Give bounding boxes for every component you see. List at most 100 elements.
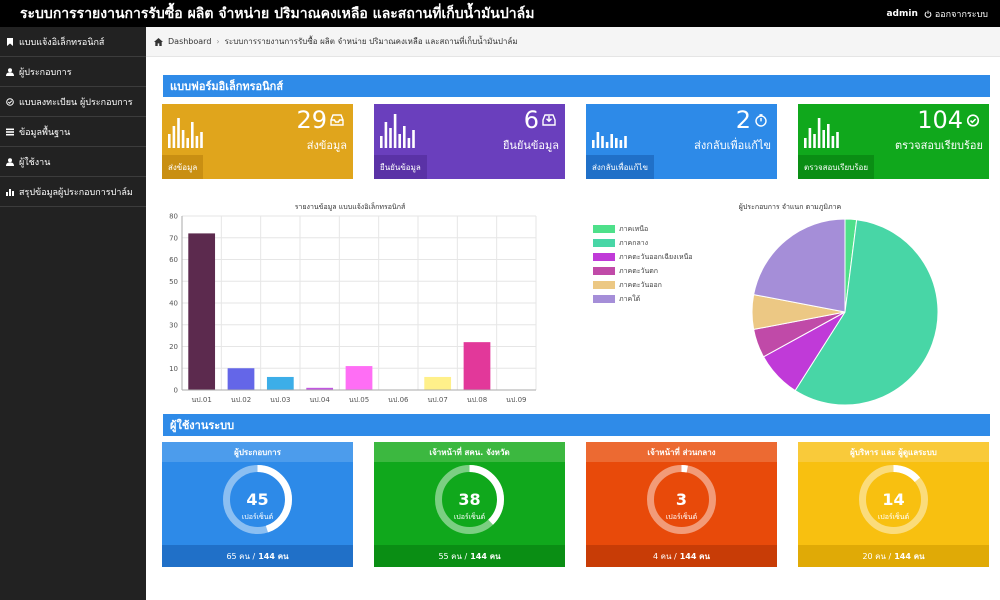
stat-card-verified[interactable]: 104 ตรวจสอบเรียบร้อย ตรวจสอบเรียบร้อย: [798, 104, 989, 179]
x-tick-label: นป.02: [231, 396, 251, 404]
sidebar-item-label: ผู้ประกอบการ: [19, 67, 72, 78]
section-electronic-forms-header: แบบฟอร์มอิเล็กทรอนิกส์: [163, 75, 990, 97]
x-tick-label: นป.03: [270, 396, 290, 404]
legend-label: ภาคตะวันออก: [619, 280, 662, 289]
sidebar-item-label: แบบแจ้งอิเล็กทรอนิกส์: [19, 37, 105, 48]
legend-swatch: [593, 239, 615, 247]
stat-card-returned[interactable]: 2 ส่งกลับเพื่อแก้ไข ส่งกลับเพื่อแก้ไข: [586, 104, 777, 179]
bar: [188, 233, 216, 390]
x-tick-label: นป.01: [191, 396, 211, 404]
x-tick-label: นป.05: [349, 396, 369, 404]
sparkline-bars: [168, 118, 203, 148]
sparkline-bar: [827, 124, 830, 148]
sparkline-bars: [804, 118, 839, 148]
stat-value: 6: [523, 106, 539, 134]
progress-ring: [647, 465, 716, 534]
card-title: เจ้าหน้าที่ สคน. จังหวัด: [429, 447, 510, 457]
check-circle-icon: [6, 97, 14, 106]
sparkline-bar: [384, 122, 388, 148]
section-title: แบบฟอร์มอิเล็กทรอนิกส์: [170, 80, 284, 93]
stat-card-confirmed[interactable]: 6 ยืนยันข้อมูล ยืนยันข้อมูล: [374, 104, 565, 179]
card-title: ผู้ประกอบการ: [234, 447, 281, 457]
sidebar-item-electronic-forms[interactable]: แบบแจ้งอิเล็กทรอนิกส์: [0, 27, 146, 57]
y-tick-label: 80: [169, 213, 178, 221]
pie-chart: [751, 218, 939, 406]
sparkline-bar: [380, 136, 383, 148]
stat-footer-label: ส่งข้อมูล: [168, 162, 198, 172]
sidebar-item-label: ข้อมูลพื้นฐาน: [19, 127, 71, 138]
bar: [345, 366, 373, 390]
legend-item[interactable]: ภาคกลาง: [593, 236, 693, 250]
user-card-admins[interactable]: ผู้บริหาร และ ผู้ดูแลระบบ 14 เปอร์เซ็นต์…: [798, 442, 989, 567]
user-card-provincial-officers[interactable]: เจ้าหน้าที่ สคน. จังหวัด 38 เปอร์เซ็นต์ …: [374, 442, 565, 567]
legend-label: ภาคกลาง: [619, 238, 649, 247]
stat-label: ยืนยันข้อมูล: [502, 139, 559, 152]
sidebar-item-registration[interactable]: แบบลงทะเบียน ผู้ประกอบการ: [0, 87, 146, 117]
legend-item[interactable]: ภาคตะวันออกเฉียงเหนือ: [593, 250, 693, 264]
sparkline-bar: [407, 138, 411, 148]
sparkline-bar: [195, 136, 199, 148]
section-title: ผู้ใช้งานระบบ: [170, 419, 235, 432]
progress-ring: [859, 465, 928, 534]
sidebar-item-operators[interactable]: ผู้ประกอบการ: [0, 57, 146, 87]
sparkline-bar: [412, 130, 415, 148]
user-card-central-officers[interactable]: เจ้าหน้าที่ ส่วนกลาง 3 เปอร์เซ็นต์ 4 คน …: [586, 442, 777, 567]
stat-card-submitted[interactable]: 29 ส่งข้อมูล ส่งข้อมูล: [162, 104, 353, 179]
legend-swatch: [593, 295, 615, 303]
legend-item[interactable]: ภาคใต้: [593, 292, 693, 306]
sidebar-item-label: แบบลงทะเบียน ผู้ประกอบการ: [19, 97, 133, 108]
legend-item[interactable]: ภาคตะวันออก: [593, 278, 693, 292]
pie-slice: [794, 219, 939, 406]
card-count: 4 คน /: [652, 551, 677, 561]
pie-chart-title: ผู้ประกอบการ จำแนก ตามภูมิภาค: [738, 203, 842, 211]
list-icon: [6, 128, 14, 136]
check-circle-icon: [966, 113, 980, 127]
legend-item[interactable]: ภาคเหนือ: [593, 222, 693, 236]
sparkline-bar: [610, 134, 613, 148]
inbox-icon: [330, 113, 344, 126]
sparkline-bar: [615, 138, 618, 148]
legend-label: ภาคเหนือ: [619, 224, 649, 233]
breadcrumb-home-link[interactable]: Dashboard: [168, 37, 212, 46]
home-icon: [154, 37, 163, 46]
sparkline-bar: [817, 118, 821, 148]
card-total: 144 คน: [679, 551, 710, 561]
legend-swatch: [593, 281, 615, 289]
sparkline-bar: [168, 134, 171, 148]
sidebar-item-summary[interactable]: สรุปข้อมูลผู้ประกอบการปาล์ม: [0, 177, 146, 207]
bar: [227, 368, 255, 390]
user-icon: [6, 157, 14, 166]
card-total: 144 คน: [894, 551, 925, 561]
card-body: 38 เปอร์เซ็นต์: [374, 462, 565, 545]
stat-value: 104: [917, 106, 963, 134]
legend-label: ภาคตะวันออกเฉียงเหนือ: [619, 252, 693, 261]
sidebar-item-label: ผู้ใช้งาน: [19, 157, 51, 168]
card-title: ผู้บริหาร และ ผู้ดูแลระบบ: [850, 447, 937, 457]
sparkline-bar: [172, 126, 176, 148]
sparkline-bars: [592, 132, 627, 148]
bar: [463, 342, 491, 390]
card-footer: 20 คน /144 คน: [798, 545, 989, 567]
app-title: ระบบการรายงานการรับซื้อ ผลิต จำหน่าย ปริ…: [20, 5, 535, 22]
logout-button[interactable]: ออกจากระบบ: [924, 7, 988, 21]
stat-footer: ยืนยันข้อมูล: [374, 155, 427, 179]
card-count: 65 คน /: [226, 551, 256, 561]
sparkline-bar: [804, 138, 807, 148]
stat-value: 29: [296, 106, 327, 134]
username: admin: [886, 8, 918, 19]
legend-item[interactable]: ภาคตะวันตก: [593, 264, 693, 278]
stat-label: ตรวจสอบเรียบร้อย: [894, 139, 983, 152]
sparkline-bar: [398, 134, 401, 148]
stat-footer-label: ตรวจสอบเรียบร้อย: [804, 162, 869, 172]
legend-swatch: [593, 225, 615, 233]
sparkline-bar: [813, 134, 816, 148]
y-tick-label: 70: [169, 234, 178, 242]
user-card-operators[interactable]: ผู้ประกอบการ 45 เปอร์เซ็นต์ 65 คน /144 ค…: [162, 442, 353, 567]
sidebar-item-basic-data[interactable]: ข้อมูลพื้นฐาน: [0, 117, 146, 147]
sidebar-item-users[interactable]: ผู้ใช้งาน: [0, 147, 146, 177]
section-system-users-header: ผู้ใช้งานระบบ: [163, 414, 990, 436]
y-tick-label: 20: [169, 343, 178, 351]
ring-progress: [859, 465, 928, 534]
ring-progress: [647, 465, 716, 534]
stat-footer-label: ส่งกลับเพื่อแก้ไข: [592, 162, 648, 172]
